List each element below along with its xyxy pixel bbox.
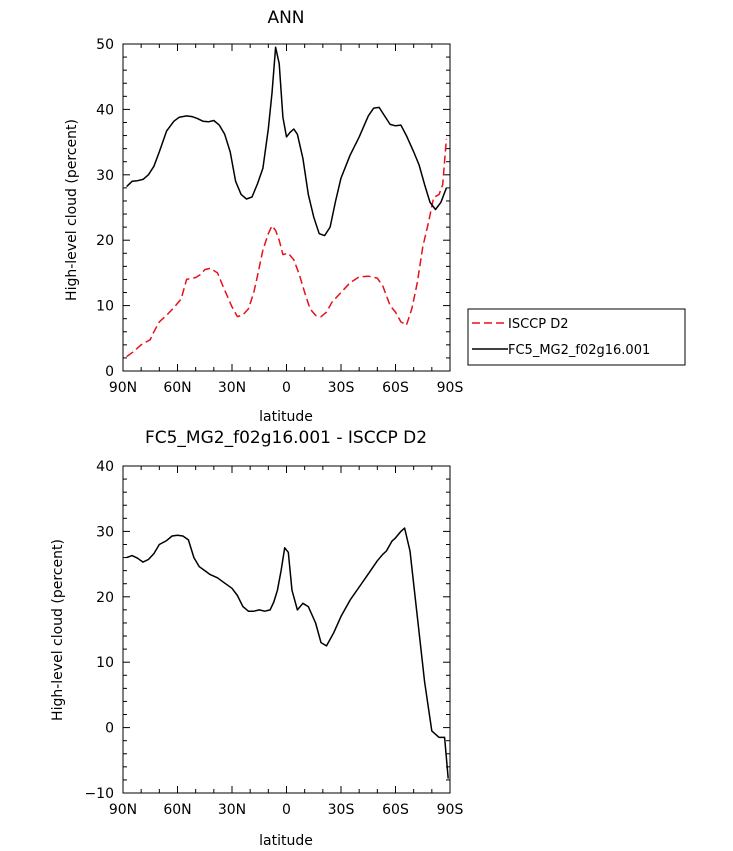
x-tick-label: 90S xyxy=(437,380,464,396)
x-tick-label: 30N xyxy=(218,380,246,396)
x-tick-label: 60S xyxy=(382,802,409,818)
y-tick-label: −10 xyxy=(84,786,114,802)
y-tick-label: 40 xyxy=(96,459,114,475)
y-tick-label: 10 xyxy=(96,655,114,671)
top-chart-ylabel: High-level cloud (percent) xyxy=(64,119,80,301)
bottom-chart-xlabel: latitude xyxy=(259,833,313,849)
x-tick-label: 60N xyxy=(163,380,191,396)
plot-frame xyxy=(122,465,451,794)
x-tick-label: 90N xyxy=(109,380,137,396)
x-tick-label: 30S xyxy=(328,380,355,396)
x-tick-label: 0 xyxy=(282,802,291,818)
top-chart-title: ANN xyxy=(267,8,304,28)
legend-entry-fc5: FC5_MG2_f02g16.001 xyxy=(508,343,650,358)
y-tick-label: 20 xyxy=(96,590,114,606)
bottom-chart-ylabel: High-level cloud (percent) xyxy=(50,539,66,721)
top-chart: ANN latitude High-level cloud (percent) … xyxy=(64,8,463,425)
y-tick-label: 30 xyxy=(96,168,114,184)
y-tick-label: 40 xyxy=(96,102,114,118)
y-tick-label: 50 xyxy=(96,37,114,53)
x-tick-label: 30N xyxy=(218,802,246,818)
y-tick-label: 30 xyxy=(96,524,114,540)
y-tick-label: 20 xyxy=(96,233,114,249)
x-tick-label: 0 xyxy=(282,380,291,396)
legend: ISCCP D2 FC5_MG2_f02g16.001 xyxy=(467,308,686,366)
x-tick-label: 60S xyxy=(382,380,409,396)
series-line-1 xyxy=(126,46,448,237)
legend-entry-isccp: ISCCP D2 xyxy=(508,317,569,332)
legend-box xyxy=(467,308,686,366)
y-tick-label: 0 xyxy=(105,364,114,380)
bottom-chart-title: FC5_MG2_f02g16.001 - ISCCP D2 xyxy=(145,428,427,448)
x-tick-label: 90S xyxy=(437,802,464,818)
bottom-chart: FC5_MG2_f02g16.001 - ISCCP D2 latitude H… xyxy=(50,428,463,849)
x-tick-label: 30S xyxy=(328,802,355,818)
y-tick-label: 0 xyxy=(105,721,114,737)
top-chart-xlabel: latitude xyxy=(259,409,313,425)
series-line-0 xyxy=(126,527,449,779)
x-tick-label: 90N xyxy=(109,802,137,818)
series-line-0 xyxy=(126,138,448,358)
y-tick-label: 10 xyxy=(96,299,114,315)
x-tick-label: 60N xyxy=(163,802,191,818)
